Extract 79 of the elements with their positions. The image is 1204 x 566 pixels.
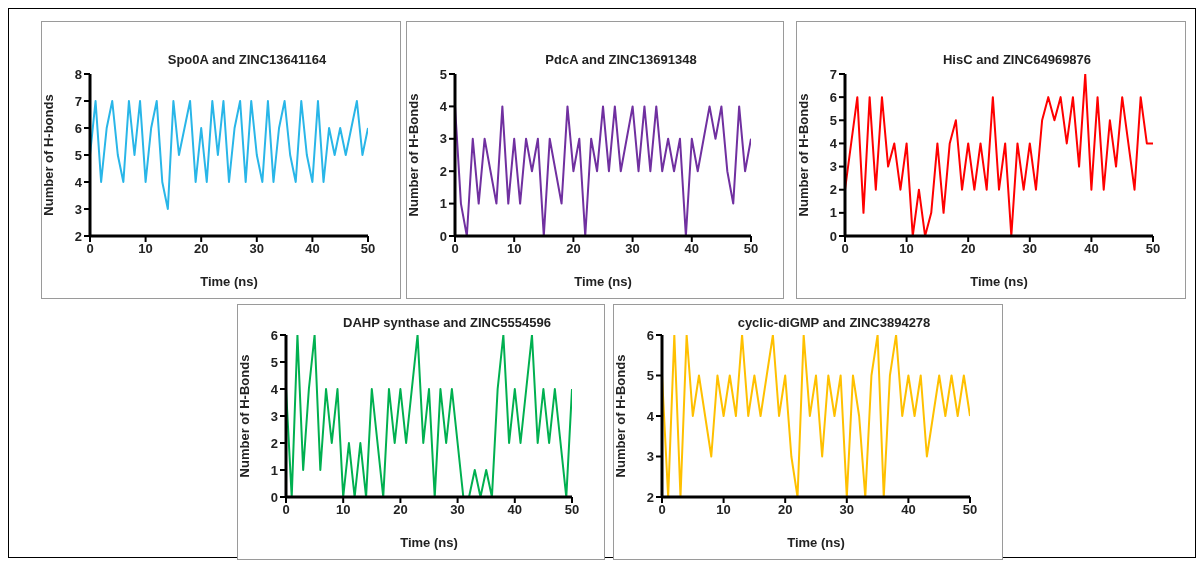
- y-tick-label: 8: [74, 66, 82, 82]
- y-tick-label: 3: [74, 201, 82, 217]
- x-tick-label: 50: [743, 241, 759, 257]
- x-tick-label: 20: [193, 241, 209, 257]
- x-axis-title: Time (ns): [200, 274, 258, 289]
- y-tick-label: 4: [439, 99, 448, 115]
- x-tick-label: 40: [507, 502, 523, 518]
- y-tick-label: 7: [829, 66, 837, 82]
- chart-title: cyclic-diGMP and ZINC3894278: [736, 315, 932, 330]
- x-tick-label: 10: [335, 502, 351, 518]
- y-tick-label: 3: [829, 159, 837, 175]
- x-tick-label: 0: [451, 241, 459, 257]
- y-tick-label: 5: [74, 147, 82, 163]
- y-tick-label: 1: [439, 196, 447, 212]
- x-tick-label: 0: [282, 502, 290, 518]
- x-tick-label: 50: [1145, 241, 1161, 257]
- x-tick-label: 40: [305, 241, 320, 257]
- chart-title: DAHP synthase and ZINC5554596: [342, 315, 552, 330]
- chart-title: Spo0A and ZINC13641164: [166, 52, 328, 67]
- y-tick-label: 1: [829, 205, 837, 221]
- y-tick-label: 4: [270, 381, 279, 397]
- y-tick-label: 2: [439, 163, 447, 179]
- y-tick-label: 6: [829, 89, 837, 105]
- x-axis-title: Time (ns): [970, 274, 1028, 289]
- y-axis-title: Number of H-Bonds: [612, 354, 628, 478]
- y-axis-title: Number of H-Bonds: [405, 93, 421, 217]
- y-axis-title: Number of H-Bonds: [795, 93, 811, 217]
- chart-title: PdcA and ZINC13691348: [544, 52, 698, 67]
- x-tick-label: 10: [899, 241, 914, 257]
- y-tick-label: 1: [270, 462, 278, 478]
- x-tick-label: 30: [450, 502, 465, 518]
- y-tick-label: 4: [74, 174, 83, 190]
- x-tick-label: 50: [360, 241, 376, 257]
- x-axis-title: Time (ns): [787, 535, 845, 550]
- x-tick-label: 40: [684, 241, 700, 257]
- y-tick-label: 3: [439, 131, 447, 147]
- x-tick-label: 40: [1084, 241, 1099, 257]
- y-axis-title: Number of H-Bonds: [236, 354, 252, 478]
- x-tick-label: 10: [716, 502, 731, 518]
- y-tick-label: 0: [270, 489, 278, 505]
- y-tick-label: 2: [74, 228, 82, 244]
- y-tick-label: 4: [829, 136, 838, 152]
- y-tick-label: 2: [646, 489, 654, 505]
- x-tick-label: 10: [506, 241, 522, 257]
- y-axis-title: Number of H-bonds: [40, 94, 56, 216]
- x-tick-label: 30: [839, 502, 855, 518]
- x-tick-label: 20: [960, 241, 976, 257]
- line-series: [90, 100, 368, 210]
- y-tick-label: 2: [829, 182, 837, 198]
- x-tick-label: 40: [901, 502, 916, 518]
- x-tick-label: 20: [777, 502, 793, 518]
- y-tick-label: 5: [829, 112, 837, 128]
- x-tick-label: 10: [138, 241, 153, 257]
- y-tick-label: 6: [270, 327, 278, 343]
- y-tick-label: 6: [646, 327, 654, 343]
- y-tick-label: 6: [74, 120, 82, 136]
- y-tick-label: 0: [439, 228, 447, 244]
- x-tick-label: 30: [625, 241, 640, 257]
- y-tick-label: 5: [646, 368, 654, 384]
- x-tick-label: 30: [249, 241, 265, 257]
- y-tick-label: 2: [270, 435, 278, 451]
- y-tick-label: 3: [646, 449, 654, 465]
- x-tick-label: 0: [86, 241, 94, 257]
- x-axis-title: Time (ns): [574, 274, 632, 289]
- y-tick-label: 0: [829, 228, 837, 244]
- y-tick-label: 4: [646, 408, 655, 424]
- x-axis-title: Time (ns): [400, 535, 458, 550]
- x-tick-label: 50: [962, 502, 978, 518]
- chart-title: HisC and ZINC64969876: [941, 52, 1093, 67]
- x-tick-label: 50: [564, 502, 580, 518]
- x-tick-label: 20: [393, 502, 408, 518]
- x-tick-label: 30: [1022, 241, 1038, 257]
- y-tick-label: 7: [74, 93, 82, 109]
- x-tick-label: 20: [566, 241, 581, 257]
- y-tick-label: 5: [270, 354, 278, 370]
- x-tick-label: 0: [841, 241, 849, 257]
- x-tick-label: 0: [658, 502, 666, 518]
- y-tick-label: 5: [439, 66, 447, 82]
- y-tick-label: 3: [270, 408, 278, 424]
